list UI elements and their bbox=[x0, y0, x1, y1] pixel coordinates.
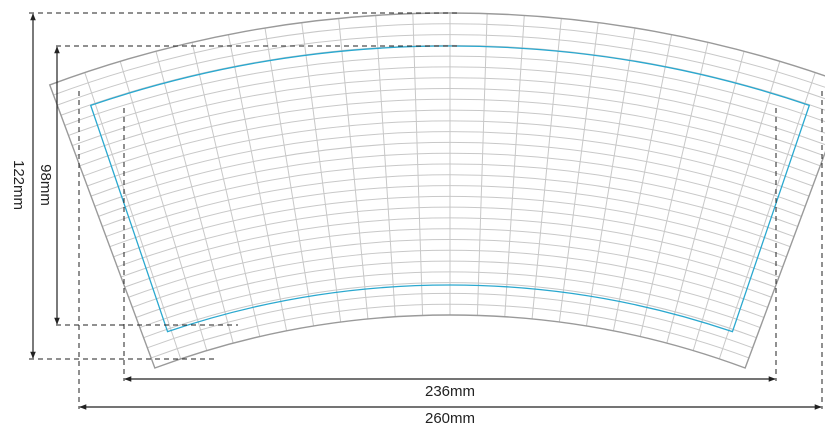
grid-radial-line bbox=[612, 34, 673, 331]
grid-radial-line bbox=[531, 18, 562, 320]
grid-radial-line bbox=[504, 15, 525, 317]
outer-height-label: 122mm bbox=[10, 160, 27, 210]
dimension-arrows bbox=[30, 13, 822, 410]
grid-radial-line bbox=[338, 18, 369, 320]
grid-radial-line bbox=[692, 61, 781, 351]
outer-sector-outline bbox=[48, 12, 825, 369]
grid-radial-line bbox=[155, 51, 234, 344]
print-area-outline bbox=[89, 45, 811, 333]
grid-radial-line bbox=[718, 72, 816, 360]
outer-width-label: 260mm bbox=[425, 410, 475, 427]
grid-radial-line bbox=[639, 42, 709, 337]
grid-radial-line bbox=[301, 22, 342, 323]
grid-radial-line bbox=[119, 61, 208, 351]
grid-radial-line bbox=[585, 27, 636, 327]
grid-radial-line bbox=[375, 15, 396, 317]
grid-radial-line bbox=[476, 13, 488, 316]
extension-lines bbox=[29, 12, 823, 409]
grid-radial-line bbox=[412, 13, 424, 316]
inner-width-label: 236mm bbox=[425, 383, 475, 400]
inner-height-label: 98mm bbox=[37, 164, 54, 206]
grid-radial-line bbox=[227, 34, 288, 331]
grid-radial-line bbox=[666, 51, 745, 344]
sector-grid bbox=[53, 13, 825, 360]
grid-radial-line bbox=[558, 22, 599, 323]
grid-radial-line bbox=[264, 27, 315, 327]
grid-radial-line bbox=[191, 42, 261, 337]
grid-radial-line bbox=[84, 72, 182, 360]
